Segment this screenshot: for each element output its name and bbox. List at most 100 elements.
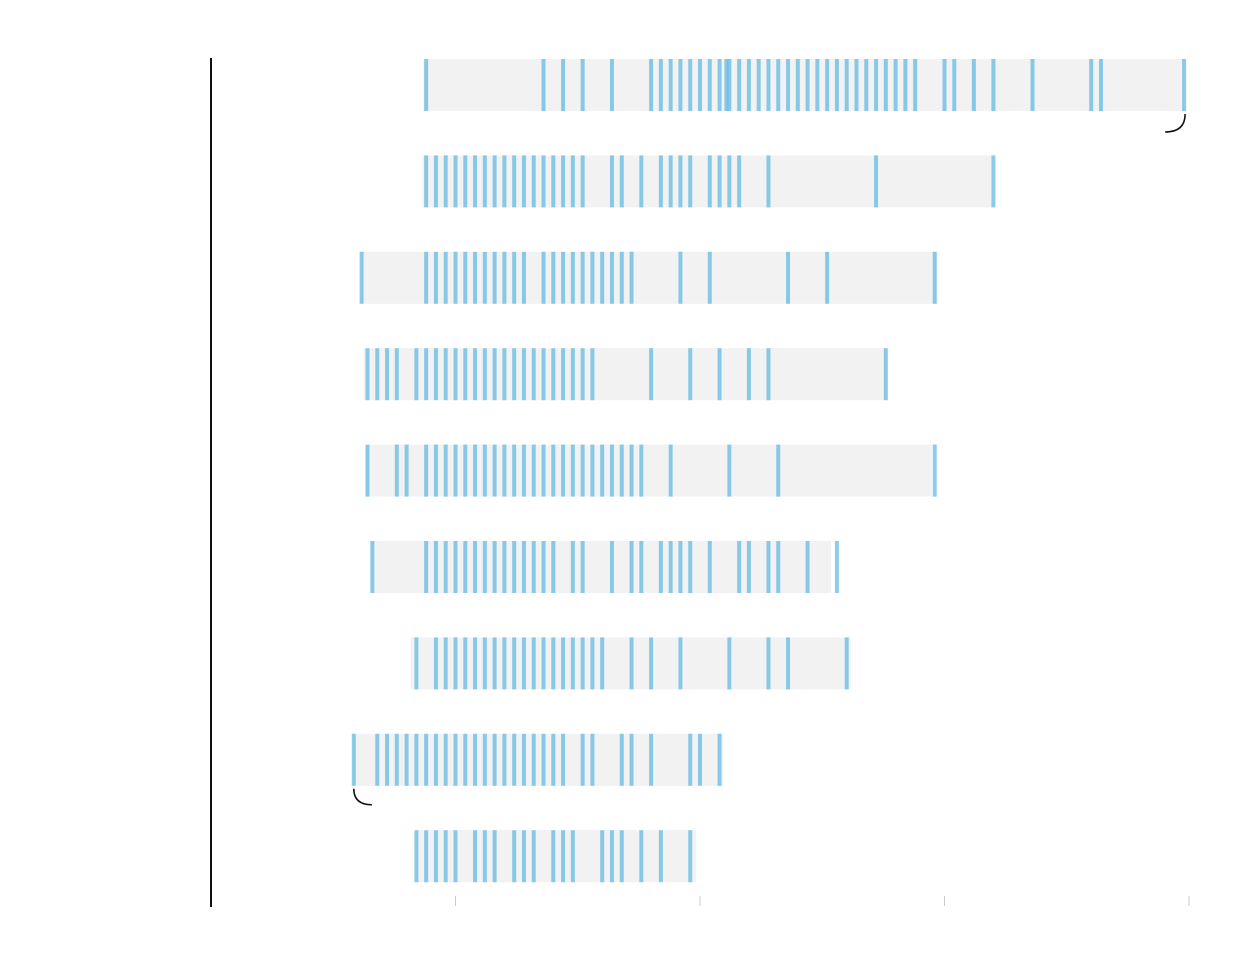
strip-tick [707, 59, 712, 111]
strip-tick [512, 444, 517, 497]
strip-tick [609, 830, 614, 883]
strip-tick [580, 541, 585, 593]
strip-tick [463, 155, 468, 208]
strip-tick [541, 251, 546, 304]
strip-tick [404, 733, 409, 786]
strip-tick [521, 444, 526, 497]
strip-tick [512, 155, 517, 208]
strip-tick [414, 733, 419, 786]
strip-tick [531, 541, 536, 593]
strip-tick [756, 59, 761, 111]
strip-tick [463, 348, 468, 401]
strip-tick [629, 541, 634, 593]
strip-tick [482, 541, 487, 593]
strip-tick [698, 733, 702, 786]
annotation-layer [353, 113, 1186, 806]
strip-tick [433, 637, 438, 690]
strip-tick [561, 637, 566, 690]
strip-tick [678, 637, 683, 690]
strip-tick [351, 733, 356, 786]
strip-tick [688, 830, 693, 883]
strip-tick [609, 541, 614, 593]
strip-tick [561, 251, 566, 304]
strip-tick [590, 733, 595, 786]
strip-tick [639, 155, 644, 208]
strip-tick [570, 541, 575, 593]
strip-tick [717, 733, 722, 786]
strip-tick [883, 59, 888, 111]
strip-tick [492, 348, 497, 401]
strip-tick [580, 444, 585, 497]
strip-tick [521, 733, 526, 786]
strip-tick [805, 541, 810, 593]
strip-tick [453, 444, 458, 497]
strip-tick [580, 155, 585, 208]
strip-tick [453, 541, 458, 593]
strip-tick [502, 348, 507, 401]
strip-tick [492, 251, 497, 304]
strip-tick [473, 637, 478, 690]
strip-tick [463, 733, 468, 786]
strip-tick [600, 251, 605, 304]
strip-tick [531, 444, 536, 497]
strip-tick [541, 59, 546, 111]
strip-tick [512, 541, 517, 593]
strip-row-4 [363, 348, 888, 401]
strip-tick [844, 637, 849, 690]
strip-tick [453, 155, 458, 208]
strip-tick [776, 541, 781, 593]
strip-tick [590, 251, 595, 304]
strip-tick [433, 348, 438, 401]
strip-tick [600, 637, 605, 690]
strip-tick [600, 444, 605, 497]
strip-tick [746, 348, 751, 401]
strip-tick [776, 59, 781, 111]
strip-tick [619, 251, 624, 304]
strip-tick [531, 348, 536, 401]
strip-tick [551, 155, 556, 208]
strip-tick [551, 444, 556, 497]
strip-tick [443, 155, 448, 208]
strip-tick [580, 733, 585, 786]
strip-tick [375, 733, 380, 786]
strip-tick [746, 59, 751, 111]
strip-row-7 [410, 637, 851, 690]
strip-tick [609, 251, 614, 304]
strip-tick [942, 59, 947, 111]
strip-tick [658, 830, 663, 883]
strip-tick [521, 830, 526, 883]
strip-tick [717, 348, 722, 401]
strip-tick [678, 541, 683, 593]
strip-tick [433, 251, 438, 304]
strip-tick [424, 251, 429, 304]
strip-tick [473, 251, 478, 304]
strip-range-bar [415, 830, 697, 883]
strip-tick [521, 155, 526, 208]
strip-tick [473, 155, 478, 208]
strip-tick [424, 733, 429, 786]
strip-tick [658, 541, 663, 593]
strip-tick [649, 733, 654, 786]
strip-tick [424, 348, 429, 401]
strip-tick [482, 637, 487, 690]
strip-tick [1089, 59, 1094, 111]
strip-tick [531, 155, 536, 208]
strip-tick [424, 155, 429, 208]
strip-tick [433, 541, 438, 593]
strip-tick [424, 444, 429, 497]
strip-tick [727, 59, 732, 111]
strip-tick [629, 444, 634, 497]
strip-tick [541, 155, 546, 208]
strip-tick [443, 444, 448, 497]
strip-tick [414, 348, 419, 401]
strip-tick [688, 59, 693, 111]
strip-tick [453, 348, 458, 401]
strip-tick [541, 733, 546, 786]
strip-tick [707, 155, 712, 208]
strip-tick [834, 541, 839, 593]
strip-tick [453, 733, 458, 786]
strip-tick [815, 59, 820, 111]
strip-tick [561, 155, 566, 208]
strip-range-bar [423, 59, 1185, 111]
strip-tick [561, 59, 566, 111]
